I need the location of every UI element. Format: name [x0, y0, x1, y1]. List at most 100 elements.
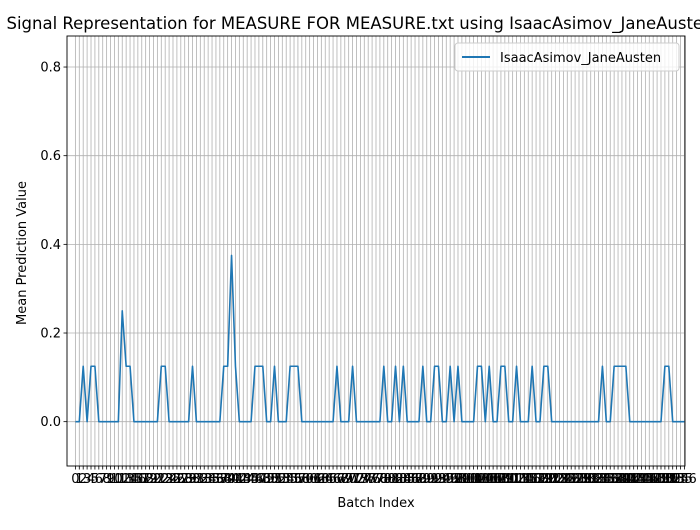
x-tick-label: 120	[531, 472, 556, 487]
y-tick-label: 0.2	[40, 327, 61, 342]
y-axis-label: Mean Prediction Value	[15, 181, 30, 325]
x-tick-label: 24	[161, 472, 178, 487]
x-tick-label: 146	[633, 472, 658, 487]
x-tick-label: 21	[149, 472, 166, 487]
x-tick-label: 26	[169, 472, 186, 487]
x-tick-label: 118	[524, 472, 549, 487]
x-tick-label: 148	[641, 472, 666, 487]
line-layer	[75, 254, 685, 423]
x-tick-label: 144	[625, 472, 650, 487]
x-tick-label: 105	[473, 472, 498, 487]
x-tick-label: 100	[453, 472, 478, 487]
x-tick-label: 129	[567, 472, 592, 487]
x-tick-label: 124	[547, 472, 572, 487]
y-axis: 0.0 0.2 0.4 0.6 0.8	[40, 61, 67, 430]
x-tick-label: 14	[122, 472, 139, 487]
chart-title: Signal Representation for MEASURE FOR ME…	[6, 14, 700, 34]
x-tick-label: 57	[290, 472, 307, 487]
x-tick-label: 33	[196, 472, 213, 487]
x-tick-label: 102	[461, 472, 486, 487]
legend: IsaacAsimov_JaneAusten	[454, 42, 680, 72]
x-tick-label: 23	[157, 472, 174, 487]
x-tick-label: 55	[282, 472, 299, 487]
x-tick-label: 94	[434, 472, 451, 487]
x-tick-label: 50	[262, 472, 279, 487]
x-tick-label: 67	[329, 472, 346, 487]
x-tick-label: 110	[492, 472, 517, 487]
x-tick-label: 62	[309, 472, 326, 487]
x-tick-label: 134	[586, 472, 611, 487]
x-tick-label: 22	[153, 472, 170, 487]
x-tick-label: 28	[176, 472, 193, 487]
x-tick-label: 156	[672, 472, 697, 487]
x-tick-label: 60	[301, 472, 318, 487]
x-tick-label: 87	[407, 472, 424, 487]
x-tick-label: 35	[204, 472, 221, 487]
x-tick-label: 130	[570, 472, 595, 487]
x-tick-label: 75	[360, 472, 377, 487]
x-tick-label: 10	[106, 472, 123, 487]
x-tick-label: 96	[442, 472, 459, 487]
x-tick-label: 103	[465, 472, 490, 487]
x-tick-label: 17	[133, 472, 150, 487]
x-tick-label: 125	[551, 472, 576, 487]
x-tick-label: 88	[411, 472, 428, 487]
x-tick-label: 80	[379, 472, 396, 487]
x-tick-label: 86	[403, 472, 420, 487]
x-tick-label: 59	[297, 472, 314, 487]
y-tick-label: 0.0	[40, 415, 61, 430]
y-tick-label: 0.6	[40, 149, 61, 164]
x-tick-label: 127	[559, 472, 584, 487]
x-tick-label: 47	[251, 472, 268, 487]
x-tick-label: 11	[110, 472, 127, 487]
x-tick-label: 151	[652, 472, 677, 487]
x-tick-label: 111	[496, 472, 521, 487]
x-tick-label: 27	[173, 472, 190, 487]
x-tick-label: 8	[102, 472, 110, 487]
x-tick-label: 89	[415, 472, 432, 487]
x-tick-label: 7	[99, 472, 107, 487]
x-tick-label: 37	[212, 472, 229, 487]
x-tick-label: 145	[629, 472, 654, 487]
x-tick-label: 123	[543, 472, 568, 487]
x-tick-label: 104	[469, 472, 494, 487]
x-tick-label: 95	[438, 472, 455, 487]
x-tick-label: 44	[239, 472, 256, 487]
x-tick-label: 154	[664, 472, 689, 487]
x-tick-label: 84	[395, 472, 412, 487]
x-tick-label: 126	[555, 472, 580, 487]
y-tick-label: 0.8	[40, 61, 61, 76]
x-tick-label: 66	[325, 472, 342, 487]
x-tick-label: 63	[313, 472, 330, 487]
x-tick-label: 93	[430, 472, 447, 487]
x-tick-label: 99	[454, 472, 471, 487]
x-tick-label: 112	[500, 472, 525, 487]
x-axis: 0123456789101112131415161718192021222324…	[71, 466, 697, 487]
legend-box	[454, 42, 680, 72]
x-tick-label: 82	[387, 472, 404, 487]
x-tick-label: 12	[114, 472, 131, 487]
x-tick-label: 150	[649, 472, 674, 487]
x-tick-label: 153	[660, 472, 685, 487]
x-tick-label: 9	[106, 472, 114, 487]
x-tick-label: 42	[231, 472, 248, 487]
x-tick-label: 53	[274, 472, 291, 487]
x-tick-label: 121	[535, 472, 560, 487]
x-tick-label: 91	[422, 472, 439, 487]
x-tick-label: 54	[278, 472, 295, 487]
x-tick-label: 13	[118, 472, 135, 487]
x-tick-label: 128	[563, 472, 588, 487]
series-line	[75, 254, 685, 423]
x-tick-label: 41	[227, 472, 244, 487]
x-tick-label: 143	[621, 472, 646, 487]
x-tick-label: 85	[399, 472, 416, 487]
x-tick-label: 5	[91, 472, 99, 487]
x-tick-label: 78	[372, 472, 389, 487]
x-tick-label: 81	[383, 472, 400, 487]
x-tick-label: 58	[294, 472, 311, 487]
y-tick-label: 0.4	[40, 238, 61, 253]
x-tick-label: 69	[336, 472, 353, 487]
x-tick-label: 29	[180, 472, 197, 487]
